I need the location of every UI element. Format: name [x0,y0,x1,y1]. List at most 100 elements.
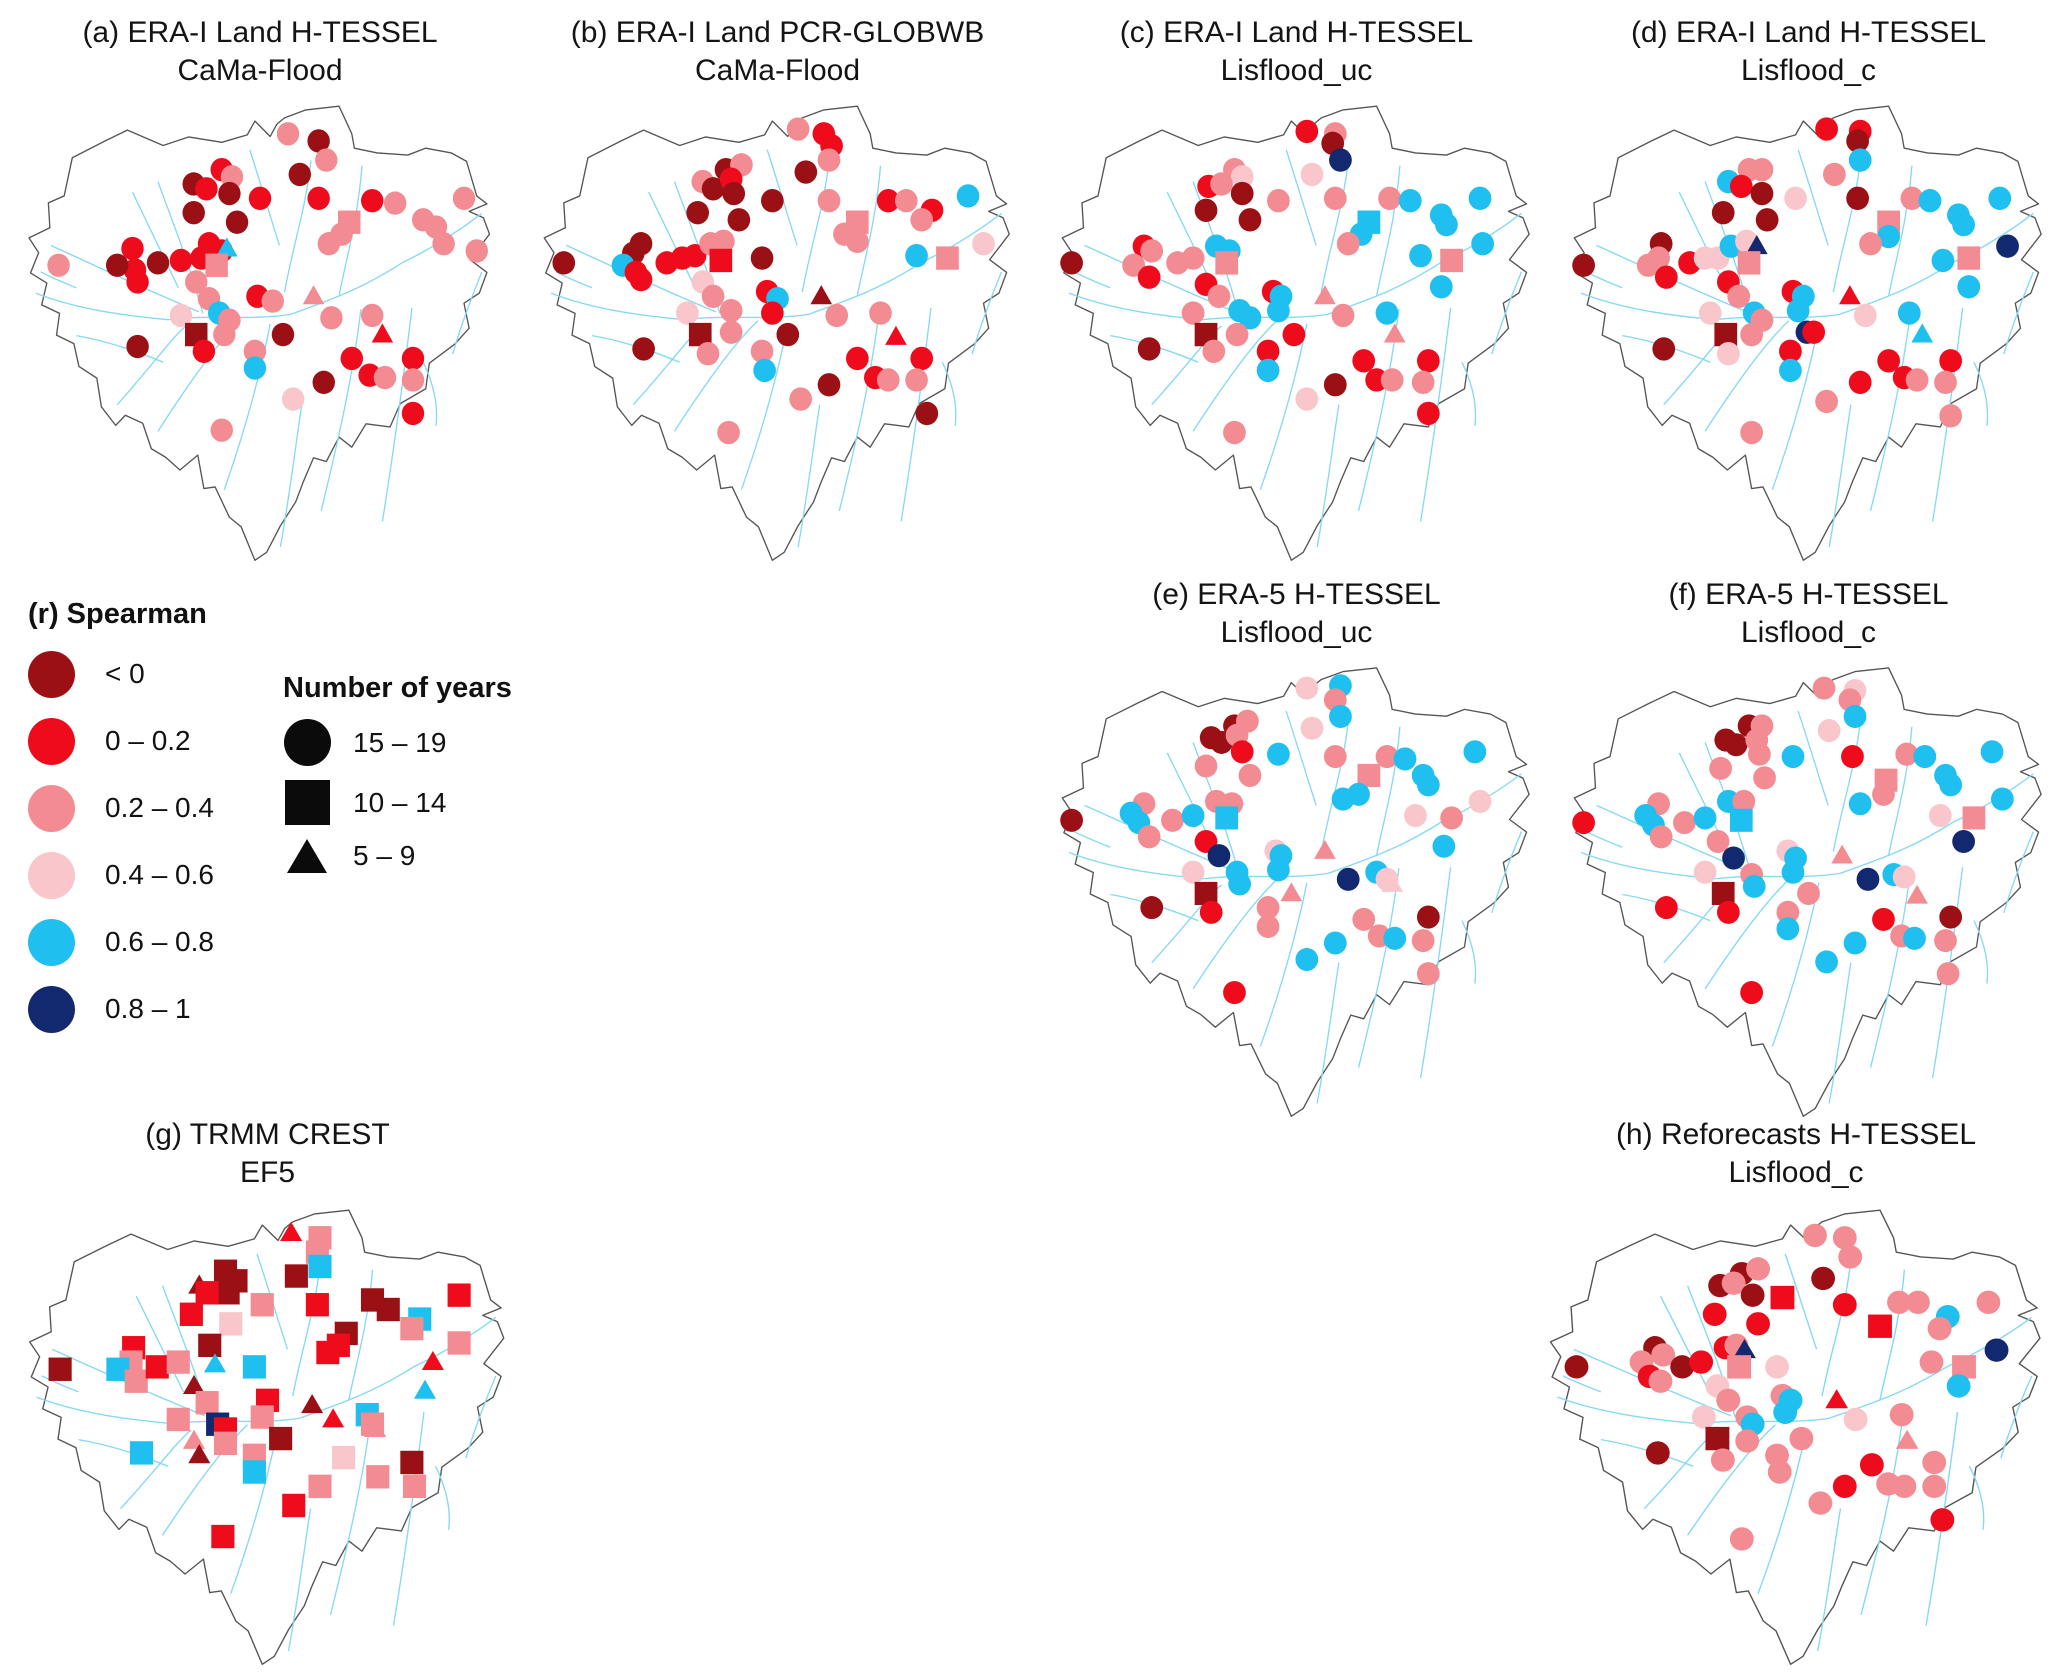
station-marker [1416,962,1440,986]
station-marker [719,320,743,344]
station-marker [1329,148,1352,172]
station-marker [1256,914,1280,939]
station-marker [1207,284,1231,309]
station-marker [1737,251,1761,275]
station-marker [1256,896,1280,920]
station-marker [1352,349,1376,373]
station-marker [1897,301,1921,325]
station-marker [1230,181,1254,206]
station-marker [185,270,208,294]
station-marker [817,148,841,172]
station-marker [1137,337,1161,361]
station-marker [1939,773,1963,797]
station-marker [360,303,384,328]
river-line [161,1424,249,1536]
station-marker [1670,1355,1695,1379]
station-marker [1383,323,1406,343]
station-marker [1122,253,1146,277]
panel-title-c: (c) ERA-I Land H-TESSEL Lisflood_uc [1038,14,1555,89]
station-marker [1767,1460,1792,1484]
station-marker [1572,253,1595,277]
station-marker [317,232,341,256]
legend-years-title: Number of years [283,672,512,704]
station-marker [750,246,774,270]
station-marker [1256,339,1280,363]
station-marker [218,181,241,206]
station-marker [972,232,995,256]
station-marker [1922,1474,1947,1499]
station-marker [219,1312,243,1336]
panel-title-g-line2: EF5 [239,1155,296,1189]
station-marker [1939,349,1963,373]
river-line [1068,773,1522,880]
station-marker [1331,303,1355,328]
station-marker [1645,1441,1670,1465]
station-marker [413,1379,437,1399]
station-marker [225,210,249,234]
station-marker [1939,404,1963,428]
panel-title-b-line2: CaMa-Flood [694,53,861,87]
river-line [1687,1424,1776,1536]
station-marker [1722,846,1745,870]
panel-title-b-line1: (b) ERA-I Land PCR-GLOBWB [570,16,985,49]
station-marker [1905,368,1929,392]
station-marker [1724,733,1748,757]
station-marker [332,1445,356,1470]
station-marker [786,117,810,141]
station-marker [1735,1429,1760,1453]
station-marker [1740,420,1764,445]
station-marker [1654,896,1678,920]
river-line [2003,831,2035,914]
station-marker [1709,756,1732,780]
station-marker [1137,265,1161,289]
station-marker [1300,716,1324,740]
station-marker [1729,1527,1754,1551]
panel-title-a: (a) ERA-I Land H-TESSEL CaMa-Flood [5,14,515,89]
station-marker [1267,858,1290,882]
station-marker [1654,265,1678,289]
river-line [856,165,882,296]
spearman-swatch-08-1 [28,985,75,1033]
river-line [348,1269,374,1400]
legend-item-0-02: 0 – 0.2 [28,717,214,765]
river-line [422,361,438,426]
station-marker [1649,825,1673,849]
station-marker [676,301,699,325]
station-marker [400,1450,424,1475]
station-marker [1892,1474,1917,1499]
station-marker [1765,1355,1789,1379]
station-marker [1352,907,1376,931]
station-marker [1429,275,1453,299]
station-marker [1323,931,1347,955]
river-line [1869,308,1912,512]
station-marker [1256,358,1280,383]
station-marker [1314,285,1336,305]
station-marker [1282,322,1306,347]
river-line [1285,149,1317,246]
station-marker [1939,905,1963,929]
station-marker [1375,301,1399,325]
station-marker [195,1281,219,1305]
station-marker [1280,882,1303,902]
station-marker [1435,212,1458,237]
station-marker [1843,704,1867,728]
station-marker [1781,745,1805,769]
station-marker [1698,301,1722,325]
station-marker [1336,867,1360,891]
river-line [381,307,413,522]
station-marker [1300,162,1324,187]
river-line [1320,721,1349,852]
station-marker [248,186,272,211]
panel-title-d-line2: Lisflood_c [1740,53,1877,87]
station-marker [1832,1474,1857,1499]
station-marker [1432,834,1456,858]
river-line [116,325,187,406]
station-marker [1906,1290,1930,1315]
station-marker [1746,1312,1770,1336]
station-marker [1702,1302,1727,1326]
station-marker [1991,787,2014,811]
station-marker [1815,950,1838,974]
station-marker [1988,186,2012,211]
river-line [1461,920,1477,984]
river-line [1357,868,1400,1068]
